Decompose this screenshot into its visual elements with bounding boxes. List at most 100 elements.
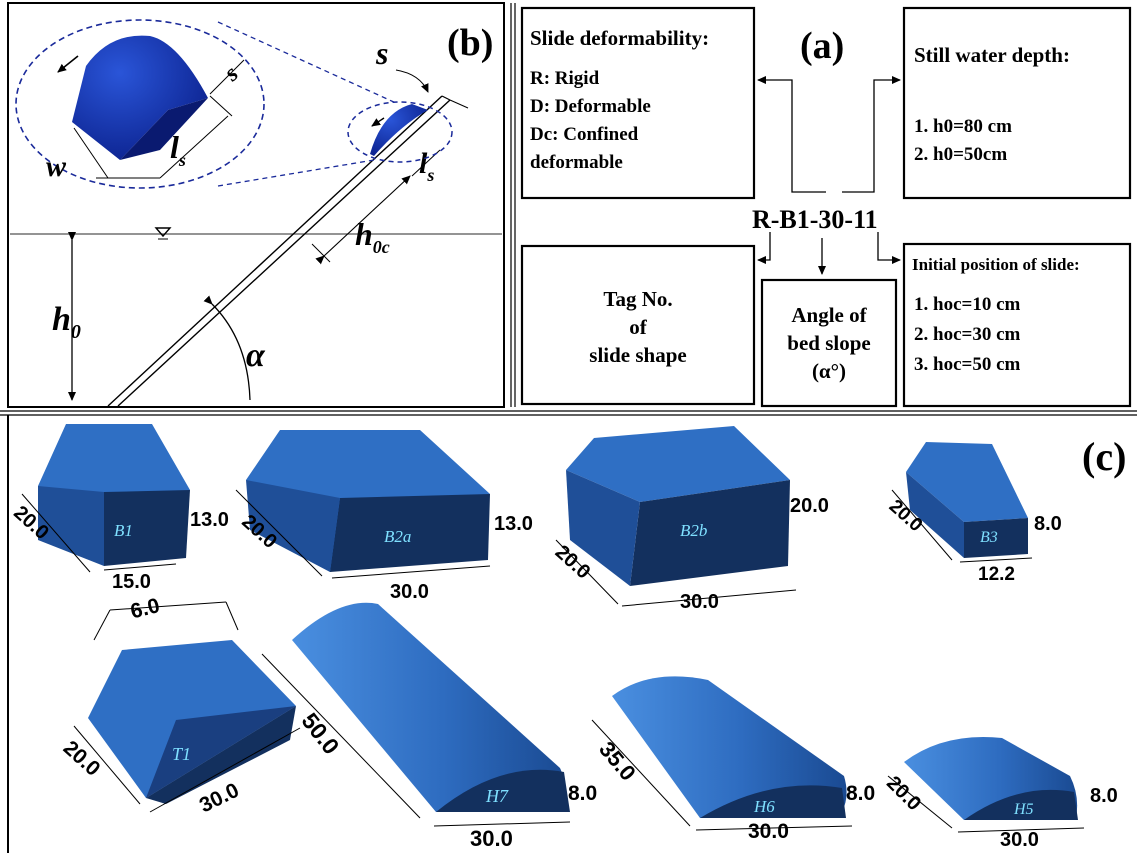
panel-b-label: (b): [447, 22, 493, 64]
panel-b-frame: [7, 2, 505, 408]
h5-w-dim: 20.0: [882, 772, 925, 815]
h6-h-dim: 8.0: [846, 782, 875, 805]
s-symbol-main: s: [375, 35, 388, 71]
b2a-front-face: [330, 494, 490, 572]
t1-w-dim: 20.0: [59, 736, 105, 780]
b3-tag: B3: [980, 529, 998, 546]
position-line-3: 3. hoc=50 cm: [914, 354, 1021, 375]
angle-box: [760, 278, 898, 408]
b2b-h-dim: 20.0: [790, 495, 829, 517]
connector-deformability: [757, 76, 826, 193]
h6-w-dim: 35.0: [594, 737, 641, 786]
b1-tag: B1: [114, 521, 133, 540]
tag-line-3: slide shape: [589, 343, 686, 367]
h6-tag: H6: [753, 797, 775, 816]
slide-large: [72, 35, 208, 160]
angle-line-1: Angle of: [791, 303, 867, 327]
ls-symbol-zoom: ls: [170, 129, 186, 170]
h7-body: [292, 602, 567, 812]
alpha-arc: [203, 295, 251, 401]
b1-h-dim: 13.0: [190, 509, 229, 531]
alpha-symbol: α: [246, 337, 266, 374]
panel-c-label: (c): [1082, 434, 1126, 479]
h7-l-dim: 30.0: [470, 826, 513, 851]
b2b-front-face: [630, 480, 790, 586]
panel-b: (b) h0 α h0c ls s: [7, 2, 505, 408]
h5-h-dim: 8.0: [1090, 785, 1118, 807]
water-level-icon: [154, 227, 172, 238]
shape-h6: H6 35.0 30.0 8.0: [591, 676, 875, 843]
deformability-line-3: Dc: Confined: [530, 124, 639, 145]
slope-line-lower: [117, 99, 451, 407]
b1-l-dim: 15.0: [112, 571, 151, 593]
h7-end-face: [436, 769, 570, 812]
t1-front-face: [146, 706, 296, 804]
h5-end-face: [964, 789, 1078, 820]
b3-top-face: [906, 442, 1028, 522]
b1-front-face: [104, 490, 190, 566]
t1-tag: T1: [172, 744, 191, 764]
water-depth-title: Still water depth:: [914, 43, 1070, 67]
panel-a: (a) Slide deformability: R: Rigid D: Def…: [520, 6, 1132, 408]
h7-tag: H7: [485, 786, 509, 806]
h0c-arrow: [315, 175, 411, 265]
b3-h-dim: 8.0: [1034, 513, 1062, 535]
water-depth-line-1: 1. h0=80 cm: [914, 116, 1012, 137]
h5-l-dim: 30.0: [1000, 829, 1039, 851]
code-label: R-B1-30-11: [752, 205, 878, 234]
water-depth-box: [902, 6, 1132, 200]
h7-h-dim: 8.0: [568, 782, 597, 805]
connector-position: [877, 232, 901, 264]
angle-line-2: bed slope: [787, 331, 870, 355]
position-title: Initial position of slide:: [912, 255, 1080, 274]
connector-tag: [757, 232, 771, 264]
shape-h5: H5 20.0 30.0 8.0: [882, 737, 1118, 851]
tag-line-2: of: [629, 315, 648, 339]
h5-tag: H5: [1013, 801, 1034, 818]
ls-symbol-main: ls: [419, 147, 434, 185]
angle-line-3: (α°): [812, 359, 846, 383]
deformability-line-4: deformable: [530, 152, 623, 173]
shape-b1: B1 20.0 15.0 13.0: [9, 424, 229, 593]
deformability-box: [520, 6, 756, 200]
shape-b2a: B2a 20.0 30.0 13.0: [235, 430, 533, 603]
slide-small: [370, 104, 428, 156]
position-line-2: 2. hoc=30 cm: [914, 324, 1021, 345]
tag-box: [520, 244, 756, 406]
h6-body: [612, 676, 847, 818]
b2a-h-dim: 13.0: [494, 513, 533, 535]
h0-symbol: h0: [52, 301, 81, 343]
deformability-title: Slide deformability:: [530, 26, 709, 50]
h7-w-dim: 50.0: [297, 708, 345, 759]
b2b-l-dim: 30.0: [680, 591, 719, 613]
zoom-ellipse-large: [15, 19, 265, 189]
b3-front-face: [964, 518, 1028, 558]
connector-depth: [842, 76, 901, 193]
water-depth-line-2: 2. h0=50cm: [914, 144, 1007, 165]
tag-line-1: Tag No.: [603, 287, 672, 311]
b2b-top-face: [566, 426, 790, 502]
b2a-tag: B2a: [384, 527, 411, 546]
deformability-line-1: R: Rigid: [530, 68, 600, 89]
shape-b3: B3 20.0 12.2 8.0: [885, 442, 1062, 585]
shape-t1: T1 6.0 20.0 30.0: [59, 594, 301, 817]
zoom-ellipse-small: [347, 101, 453, 163]
h6-end-face: [700, 785, 846, 818]
panel-a-label: (a): [800, 25, 844, 67]
h6-l-dim: 30.0: [748, 820, 789, 843]
b3-l-dim: 12.2: [978, 564, 1015, 585]
t1-h-dim: 6.0: [128, 594, 162, 623]
shape-b2b: B2b 20.0 30.0 20.0: [551, 426, 829, 613]
panel-c: (c) B1 20.0 15.0 13.0 B2a 20.0 30.0 13.0: [7, 415, 1126, 853]
w-symbol: w: [46, 150, 67, 183]
deformability-line-2: D: Deformable: [530, 96, 651, 117]
slope-line-upper: [107, 95, 443, 407]
h0c-symbol: h0c: [355, 216, 390, 257]
position-line-1: 1. hoc=10 cm: [914, 294, 1021, 315]
position-box: [902, 242, 1132, 408]
shape-h7: H7 50.0 30.0 8.0: [261, 602, 597, 851]
b2b-tag: B2b: [680, 521, 707, 540]
b2a-l-dim: 30.0: [390, 581, 429, 603]
